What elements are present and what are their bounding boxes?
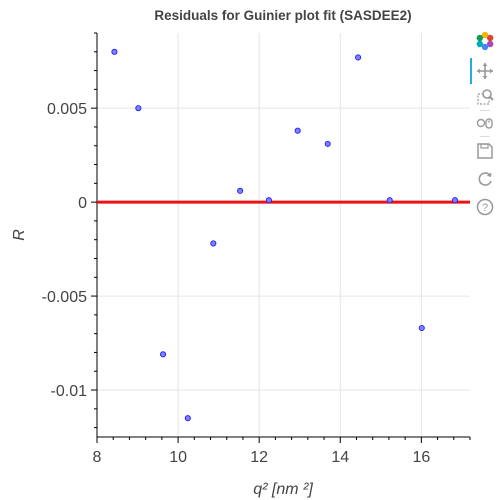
residual-point: [294, 127, 301, 134]
y-tick-label: 0.005: [47, 101, 87, 118]
residual-point: [237, 187, 244, 194]
svg-text:?: ?: [482, 202, 488, 214]
residual-point: [324, 140, 331, 147]
y-tick-label: -0.005: [42, 289, 87, 306]
residual-point: [386, 197, 393, 204]
residual-point: [160, 351, 167, 358]
residual-point: [355, 54, 362, 61]
x-tick-label: 10: [169, 449, 187, 466]
x-tick-label: 12: [250, 449, 268, 466]
wheel-zoom-icon[interactable]: [474, 112, 496, 134]
help-icon[interactable]: ?: [474, 196, 496, 218]
save-icon[interactable]: [474, 140, 496, 162]
active-tool-indicator: [470, 58, 472, 84]
reset-icon[interactable]: [474, 168, 496, 190]
residual-point: [451, 197, 459, 204]
chart-toolbar: ?: [470, 28, 500, 268]
x-tick-label: 14: [331, 449, 349, 466]
x-axis-label: q² [nm ²]: [253, 481, 313, 498]
toolbar-separator: [480, 136, 490, 137]
x-tick-label: 16: [412, 449, 430, 466]
chart-title: Residuals for Guinier plot fit (SASDEE2): [154, 8, 411, 23]
y-axis-label: R: [11, 229, 28, 241]
residual-point: [210, 240, 217, 247]
residual-point: [135, 105, 142, 112]
residual-point: [418, 324, 425, 332]
y-tick-label: -0.01: [51, 383, 88, 400]
y-tick-label: 0: [78, 195, 87, 212]
x-tick-label: 8: [93, 449, 102, 466]
toolbar-separator: [480, 110, 490, 111]
pan-icon[interactable]: [474, 60, 496, 82]
residual-point: [265, 197, 272, 204]
bokeh-logo-icon[interactable]: [474, 30, 496, 52]
residual-point: [111, 48, 118, 55]
box-zoom-icon[interactable]: [474, 86, 496, 108]
residual-point: [184, 415, 191, 422]
